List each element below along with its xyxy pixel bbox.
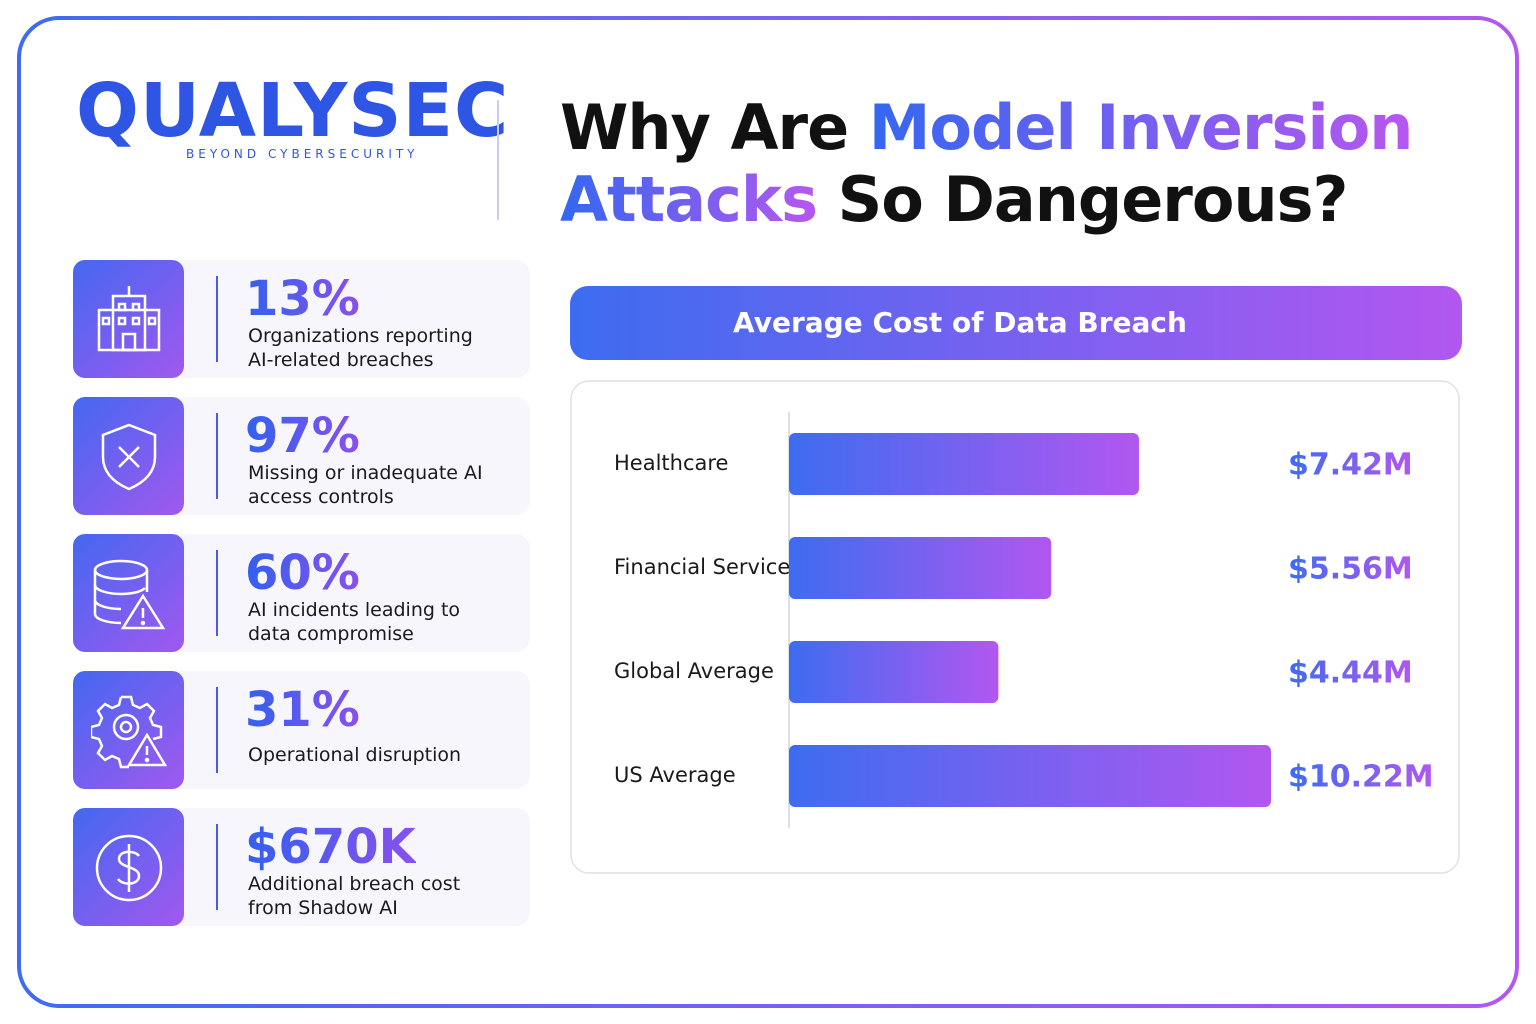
title-part: Attacks [560, 163, 818, 236]
category-label: Healthcare [614, 451, 728, 475]
category-label: US Average [614, 763, 736, 787]
logo: QUALYSEC [76, 68, 510, 154]
stat-icon [73, 397, 184, 515]
stat-value: 31% [245, 682, 360, 738]
bar [789, 641, 999, 703]
value-label: $4.44M [1288, 656, 1413, 691]
chart-header [570, 286, 1462, 360]
stat-card: $670K Additional breach cost from Shadow… [73, 808, 530, 926]
title-part: So Dangerous? [837, 163, 1349, 236]
stat-card: 31% Operational disruption [73, 671, 530, 789]
stat-card: 13% Organizations reporting AI-related b… [73, 260, 530, 378]
stat-card: 60% AI incidents leading to data comprom… [73, 534, 530, 652]
bar [789, 433, 1139, 495]
frame [17, 16, 1519, 1008]
title-part: Model Inversion [868, 91, 1414, 164]
bar [789, 745, 1271, 807]
value-label: $10.22M [1288, 760, 1434, 795]
value-label: $7.42M [1288, 448, 1413, 483]
divider [216, 550, 218, 636]
divider [216, 276, 218, 362]
category-label: Financial Services [614, 555, 801, 579]
stat-label: Missing or inadequate AI access controls [248, 462, 483, 508]
title: Why Are Model Inversion Attacks So Dange… [560, 91, 1414, 236]
stat-label: Operational disruption [248, 744, 462, 766]
stat-icon [73, 808, 184, 926]
stat-value: 97% [245, 408, 360, 464]
divider [216, 413, 218, 499]
bar [789, 537, 1052, 599]
divider [216, 687, 218, 773]
stat-label: AI incidents leading to data compromise [248, 599, 461, 645]
stat-value: 13% [245, 271, 360, 327]
tagline: BEYOND CYBERSECURITY [186, 147, 419, 161]
stat-icon [73, 671, 184, 789]
stat-icon [73, 260, 184, 378]
stat-label: Additional breach cost from Shadow AI [248, 873, 461, 919]
stat-value: $670K [245, 819, 416, 875]
divider [216, 824, 218, 910]
category-label: Global Average [614, 659, 774, 683]
chart-title: Average Cost of Data Breach [733, 306, 1187, 339]
stat-card: 97% Missing or inadequate AI access cont… [73, 397, 530, 515]
value-label: $5.56M [1288, 552, 1413, 587]
title-part: Why Are [560, 91, 849, 164]
stat-label: Organizations reporting AI-related breac… [248, 325, 473, 371]
stat-value: 60% [245, 545, 360, 601]
divider [497, 100, 499, 220]
stat-icon [73, 534, 184, 652]
